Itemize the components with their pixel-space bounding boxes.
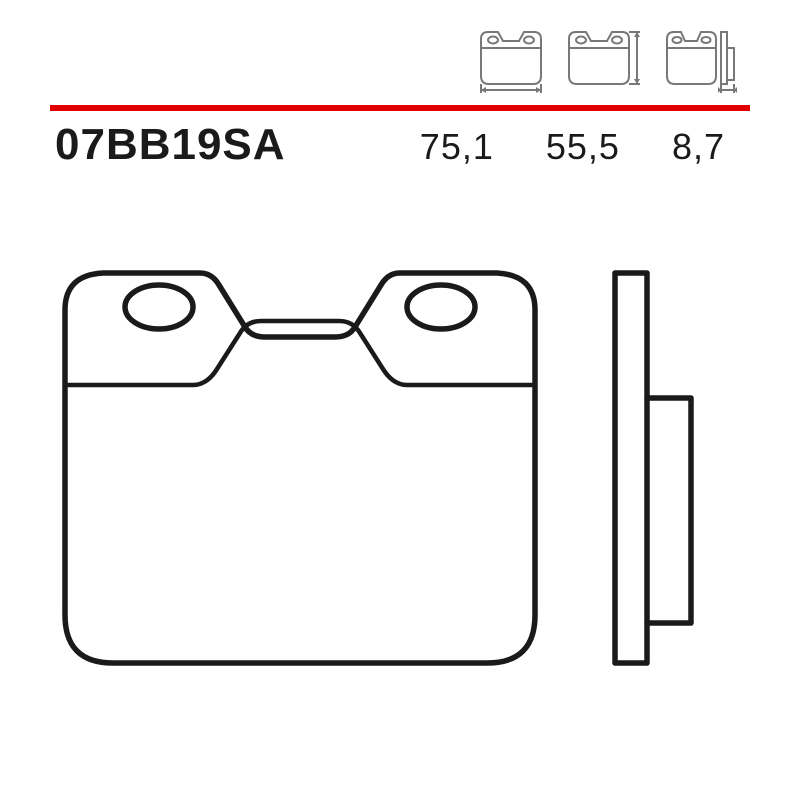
thickness-dimension-icon — [658, 18, 740, 94]
dimension-icons-row — [472, 18, 740, 94]
height-dimension-icon — [560, 18, 648, 94]
header-divider — [50, 105, 750, 113]
dimensions-text: 75,1 55,5 8,7 — [420, 126, 745, 168]
dim-height: 55,5 — [546, 126, 620, 168]
accent-line — [50, 105, 750, 111]
page-root: 07BB19SA 75,1 55,5 8,7 — [0, 0, 800, 800]
pad-side-view — [615, 273, 691, 663]
pad-front-outline — [65, 273, 535, 663]
dim-width: 75,1 — [420, 126, 494, 168]
friction-material-edge — [65, 321, 535, 385]
dim-thickness: 8,7 — [672, 126, 725, 168]
header-text-row: 07BB19SA 75,1 55,5 8,7 — [55, 120, 745, 170]
part-number: 07BB19SA — [55, 120, 286, 170]
mounting-hole-left — [125, 285, 193, 329]
width-dimension-icon — [472, 18, 550, 94]
mounting-hole-right — [407, 285, 475, 329]
technical-drawing — [45, 245, 755, 720]
